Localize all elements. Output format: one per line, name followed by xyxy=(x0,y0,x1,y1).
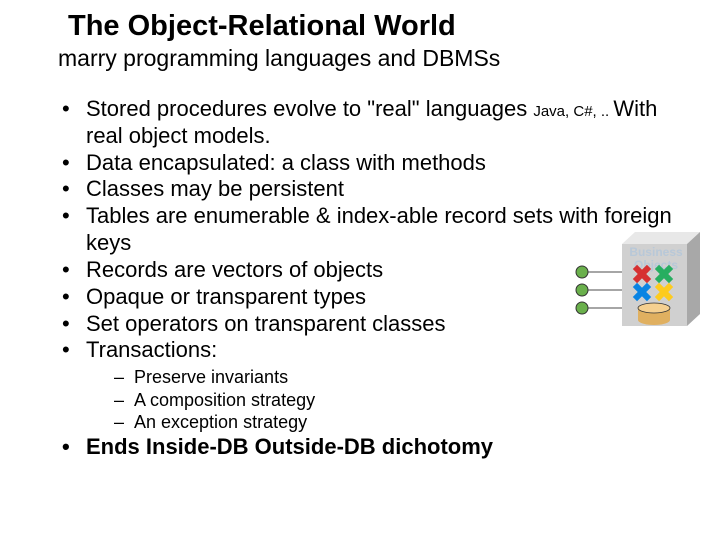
business-objects-diagram: Business Objects xyxy=(572,232,702,362)
slide-subtitle: marry programming languages and DBMSs xyxy=(58,45,690,72)
slide-title: The Object-Relational World xyxy=(68,10,690,43)
sub-list: Preserve invariants A composition strate… xyxy=(112,366,690,434)
sub-item: An exception strategy xyxy=(112,411,690,434)
bullet-text: Transactions: xyxy=(86,337,217,362)
list-item: Classes may be persistent xyxy=(60,176,690,203)
cube-side xyxy=(687,232,700,326)
connector-node xyxy=(576,266,588,278)
list-item: Data encapsulated: a class with methods xyxy=(60,150,690,177)
sub-item: A composition strategy xyxy=(112,389,690,412)
connector-node xyxy=(576,284,588,296)
list-item: Stored procedures evolve to "real" langu… xyxy=(60,96,690,150)
cylinder-top xyxy=(638,303,670,313)
list-item: Ends Inside-DB Outside-DB dichotomy xyxy=(60,434,690,461)
diagram-label-1: Business xyxy=(629,245,683,259)
bullet-small-text: Java, C#, .. xyxy=(533,103,613,120)
connector-node xyxy=(576,302,588,314)
sub-item: Preserve invariants xyxy=(112,366,690,389)
bullet-text: Stored procedures evolve to "real" langu… xyxy=(86,96,533,121)
cube-top xyxy=(622,232,700,244)
